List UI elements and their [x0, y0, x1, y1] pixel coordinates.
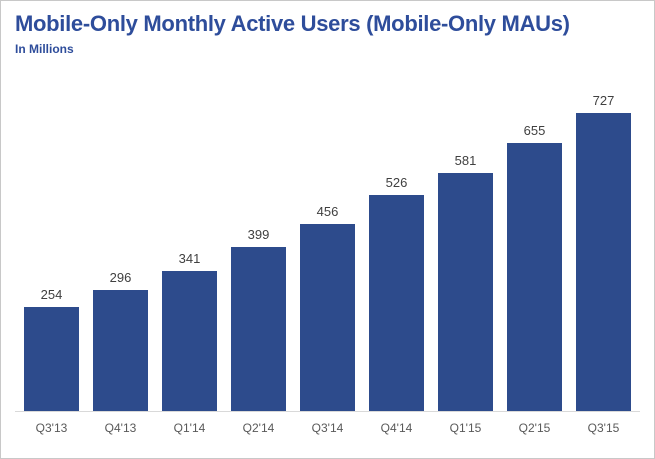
bar-value-label: 296 — [109, 270, 132, 285]
bar — [507, 143, 562, 411]
bar-value-label: 655 — [523, 123, 546, 138]
x-axis-label: Q2'15 — [518, 421, 551, 435]
plot-area: 254 296 341 399 456 526 581 655 727 Q3'13 Q4'13 Q1… — [15, 82, 640, 435]
bar-chart: 254 296 341 399 456 526 581 655 727 — [15, 82, 640, 412]
x-axis-label: Q2'14 — [242, 421, 275, 435]
x-axis: Q3'13 Q4'13 Q1'14 Q2'14 Q3'14 Q4'14 Q1'15 Q2'15… — [15, 421, 640, 435]
bar — [231, 247, 286, 411]
bar — [576, 113, 631, 411]
bar-value-label: 341 — [178, 251, 201, 266]
bar-value-label: 399 — [247, 227, 270, 242]
x-axis-label: Q4'13 — [104, 421, 137, 435]
x-axis-label: Q3'15 — [587, 421, 620, 435]
x-axis-label: Q3'14 — [311, 421, 344, 435]
x-axis-label: Q4'14 — [380, 421, 413, 435]
bar-column: 727 — [576, 82, 631, 411]
bar-column: 526 — [369, 82, 424, 411]
bar-value-label: 727 — [592, 93, 615, 108]
bar — [24, 307, 79, 411]
bar-value-label: 526 — [385, 175, 408, 190]
bar-column: 341 — [162, 82, 217, 411]
chart-title: Mobile-Only Monthly Active Users (Mobile… — [15, 11, 570, 36]
bar-column: 581 — [438, 82, 493, 411]
bar-column: 456 — [300, 82, 355, 411]
bar-value-label: 254 — [40, 287, 63, 302]
bar — [369, 195, 424, 411]
bar-column: 399 — [231, 82, 286, 411]
bar-column: 296 — [93, 82, 148, 411]
bar-column: 655 — [507, 82, 562, 411]
bar — [93, 290, 148, 411]
x-axis-label: Q3'13 — [35, 421, 68, 435]
chart-subtitle: In Millions — [15, 42, 74, 56]
bar-column: 254 — [24, 82, 79, 411]
x-axis-label: Q1'15 — [449, 421, 482, 435]
x-axis-label: Q1'14 — [173, 421, 206, 435]
chart-header: Mobile-Only Monthly Active Users (Mobile… — [15, 11, 640, 56]
bar-value-label: 456 — [316, 204, 339, 219]
bar — [162, 271, 217, 411]
bar — [300, 224, 355, 411]
bar-value-label: 581 — [454, 153, 477, 168]
bar — [438, 173, 493, 411]
